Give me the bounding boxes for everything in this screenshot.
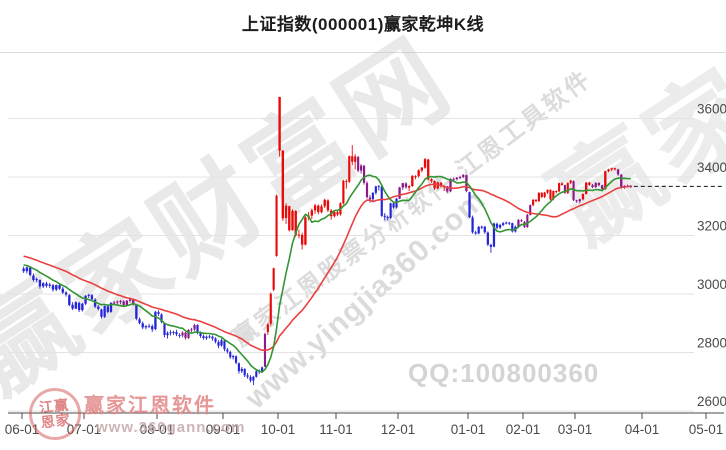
title-divider: [0, 52, 726, 53]
svg-text:04-01: 04-01: [625, 422, 660, 437]
x-axis: [8, 412, 724, 419]
footer-logo-text: 赢家江恩软件: [84, 395, 216, 417]
page-title: 上证指数(000001)赢家乾坤K线: [241, 15, 485, 34]
svg-text:3000: 3000: [697, 277, 726, 292]
svg-text:08-01: 08-01: [140, 422, 175, 437]
footer-logo-url: www.360gann.com: [96, 419, 246, 436]
svg-text:3200: 3200: [697, 219, 726, 234]
y-axis-labels: 3600 3400 3200 3000 2800 2600: [697, 102, 726, 410]
svg-text:07-01: 07-01: [67, 422, 102, 437]
svg-text:05-01: 05-01: [689, 422, 724, 437]
candles-layer: [22, 96, 633, 385]
svg-text:2800: 2800: [697, 336, 726, 351]
grid-lines: [8, 118, 694, 412]
svg-text:3400: 3400: [697, 160, 726, 175]
svg-text:11-01: 11-01: [319, 422, 353, 437]
svg-text:12-01: 12-01: [381, 422, 416, 437]
svg-text:06-01: 06-01: [5, 422, 40, 437]
seal-text-row2: 恩家: [39, 411, 72, 431]
svg-text:09-01: 09-01: [206, 422, 241, 437]
svg-text:10-01: 10-01: [261, 422, 296, 437]
svg-text:2600: 2600: [697, 394, 726, 409]
x-axis-labels: 06-01 07-01 08-01 09-01 10-01 11-01 12-01 01-01…: [5, 422, 724, 437]
moving-average-lines: [23, 174, 631, 374]
svg-text:02-01: 02-01: [506, 422, 541, 437]
svg-text:01-01: 01-01: [451, 422, 486, 437]
svg-text:3600: 3600: [697, 102, 726, 117]
svg-text:03-01: 03-01: [558, 422, 593, 437]
